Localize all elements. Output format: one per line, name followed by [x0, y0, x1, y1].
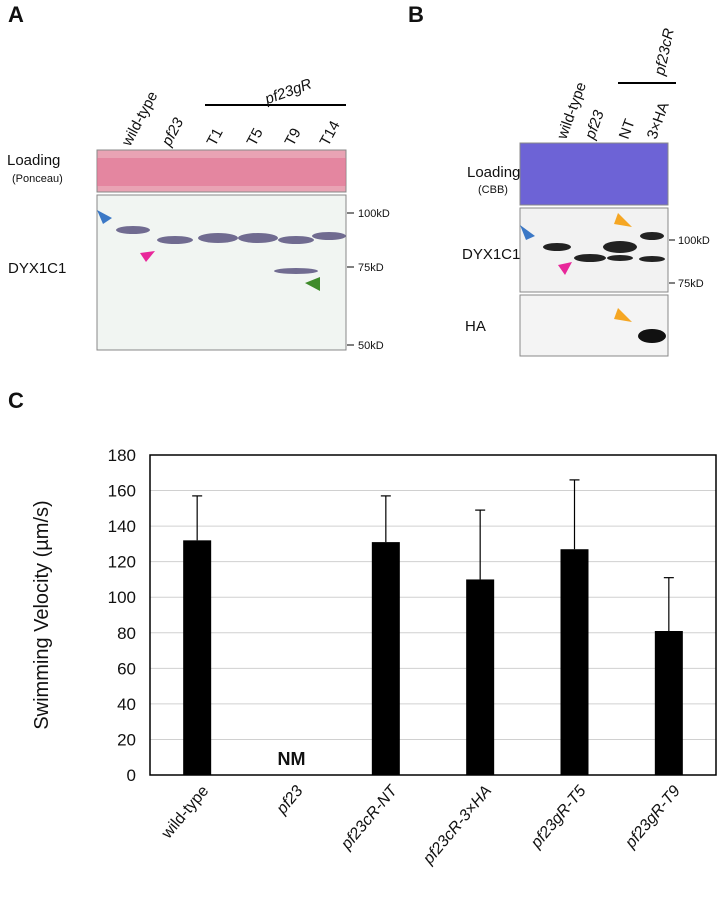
plot-frame [149, 454, 717, 776]
x-tick-label: pf23gR-T9 [622, 783, 684, 853]
bands [116, 226, 346, 274]
lane-label: pf23 [158, 115, 187, 150]
y-tick-label: 20 [117, 730, 136, 749]
group-label: pf23gR [262, 75, 314, 108]
row-label: DYX1C1 [8, 260, 66, 277]
lane-labels-a: wild-type pf23 T1 T5 T9 T14 [118, 89, 344, 150]
marker-label: 75kD [678, 278, 704, 290]
arrowhead [558, 262, 572, 275]
y-tick-label: 120 [108, 553, 136, 572]
marker-label: 75kD [358, 262, 384, 274]
arrowhead [520, 225, 535, 240]
lane-label: T14 [317, 118, 344, 149]
y-tick-label: 40 [117, 695, 136, 714]
row-label: HA [465, 318, 486, 335]
marker-label: 100kD [358, 208, 390, 220]
row-label: DYX1C1 [462, 246, 520, 263]
group-label: pf23cR [651, 27, 678, 78]
y-tick-label: 80 [117, 624, 136, 643]
bar [371, 542, 400, 775]
bands [543, 232, 665, 262]
x-tick-label: pf23 [273, 783, 307, 819]
arrowhead [614, 308, 632, 322]
arrowhead [97, 210, 112, 224]
x-tick-label: wild-type [158, 783, 212, 843]
lane-label: 3×HA [644, 100, 673, 141]
bar [183, 540, 212, 775]
marker-label: 50kD [358, 340, 384, 352]
bar [654, 631, 683, 775]
lane-label: wild-type [118, 89, 161, 150]
y-tick-label: 60 [117, 659, 136, 678]
row-label: Loading [467, 164, 520, 181]
x-tick-label: pf23gR-T5 [527, 783, 589, 853]
lane-label: T9 [282, 125, 305, 148]
bar [560, 549, 589, 775]
x-tick-label: pf23cR-NT [338, 782, 402, 854]
panel-label: B [408, 2, 424, 27]
y-tick-label: 160 [108, 482, 136, 501]
band [638, 329, 666, 343]
bar [466, 579, 495, 775]
arrowhead [614, 213, 632, 227]
marker-ticks [347, 212, 354, 346]
y-axis-label: Swimming Velocity (µm/s) [31, 500, 53, 729]
row-sublabel: (CBB) [478, 184, 508, 196]
panel-label: C [8, 388, 24, 413]
value-label: NM [278, 749, 306, 769]
row-sublabel: (Ponceau) [12, 173, 63, 185]
loading-blot [519, 142, 669, 206]
loading-band [97, 158, 346, 186]
y-tick-label: 140 [108, 517, 136, 536]
arrowhead [305, 277, 320, 291]
y-tick-label: 180 [108, 446, 136, 465]
arrowhead [140, 251, 155, 262]
lane-label: T1 [204, 125, 227, 148]
panel-label: A [8, 2, 24, 27]
lane-label: T5 [244, 125, 267, 148]
y-tick-label: 0 [127, 766, 136, 785]
lane-label: NT [616, 117, 639, 142]
y-tick-label: 100 [108, 588, 136, 607]
lane-label: pf23 [581, 108, 608, 143]
x-tick-label: pf23cR-3×HA [420, 783, 496, 869]
western-blot [519, 207, 669, 293]
marker-ticks [669, 239, 675, 284]
western-blot [519, 294, 669, 357]
marker-label: 100kD [678, 235, 710, 247]
row-label: Loading [7, 152, 60, 169]
